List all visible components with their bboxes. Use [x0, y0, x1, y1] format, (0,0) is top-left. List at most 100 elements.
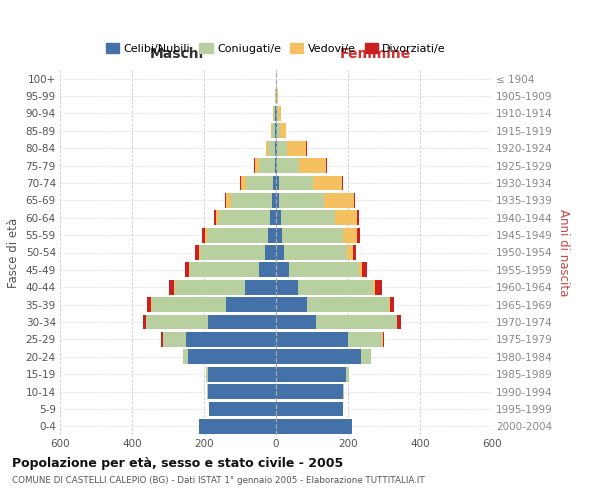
Bar [279, 193, 324, 208]
Bar [268, 141, 275, 156]
Bar [276, 298, 307, 312]
Bar [259, 262, 276, 278]
Legend: Celibi/Nubili, Coniugati/e, Vedovi/e, Divorziati/e: Celibi/Nubili, Coniugati/e, Vedovi/e, Di… [101, 39, 451, 58]
Bar [175, 280, 245, 294]
Bar [196, 245, 199, 260]
Bar [326, 158, 327, 173]
Bar [269, 210, 276, 225]
Bar [273, 106, 274, 121]
Bar [276, 176, 278, 190]
Bar [205, 228, 207, 242]
Bar [272, 124, 275, 138]
Bar [276, 367, 346, 382]
Bar [199, 419, 276, 434]
Bar [208, 314, 276, 330]
Bar [397, 314, 401, 330]
Y-axis label: Anni di nascita: Anni di nascita [557, 209, 569, 296]
Bar [208, 367, 276, 382]
Bar [383, 332, 384, 347]
Bar [275, 106, 276, 121]
Text: Popolazione per età, sesso e stato civile - 2005: Popolazione per età, sesso e stato civil… [12, 458, 343, 470]
Bar [214, 210, 215, 225]
Bar [287, 141, 306, 156]
Bar [226, 193, 232, 208]
Bar [316, 314, 397, 330]
Bar [274, 106, 275, 121]
Bar [184, 350, 188, 364]
Bar [299, 158, 326, 173]
Bar [343, 228, 356, 242]
Bar [276, 280, 298, 294]
Bar [356, 228, 359, 242]
Bar [226, 298, 276, 312]
Bar [276, 402, 343, 416]
Bar [280, 124, 286, 138]
Bar [273, 176, 276, 190]
Bar [284, 245, 347, 260]
Bar [152, 298, 226, 312]
Bar [277, 106, 278, 121]
Bar [277, 141, 287, 156]
Bar [361, 350, 371, 364]
Bar [281, 210, 335, 225]
Bar [276, 314, 316, 330]
Bar [275, 158, 276, 173]
Bar [277, 88, 278, 104]
Bar [254, 158, 255, 173]
Bar [335, 210, 358, 225]
Bar [354, 193, 355, 208]
Bar [245, 280, 276, 294]
Bar [278, 106, 281, 121]
Bar [306, 141, 307, 156]
Bar [276, 350, 361, 364]
Bar [289, 262, 359, 278]
Y-axis label: Fasce di età: Fasce di età [7, 218, 20, 288]
Bar [282, 228, 343, 242]
Bar [200, 245, 265, 260]
Bar [276, 245, 284, 260]
Bar [272, 193, 276, 208]
Bar [374, 280, 382, 294]
Bar [209, 402, 276, 416]
Bar [169, 280, 175, 294]
Text: COMUNE DI CASTELLI CALEPIO (BG) - Dati ISTAT 1° gennaio 2005 - Elaborazione TUTT: COMUNE DI CASTELLI CALEPIO (BG) - Dati I… [12, 476, 425, 485]
Bar [202, 228, 205, 242]
Bar [373, 280, 374, 294]
Bar [186, 332, 276, 347]
Bar [265, 245, 276, 260]
Bar [276, 124, 277, 138]
Bar [215, 210, 219, 225]
Bar [362, 262, 367, 278]
Bar [277, 158, 299, 173]
Bar [208, 384, 276, 399]
Text: Maschi: Maschi [149, 47, 204, 61]
Bar [275, 141, 276, 156]
Bar [189, 262, 190, 278]
Bar [241, 176, 246, 190]
Bar [151, 298, 152, 312]
Bar [324, 193, 354, 208]
Bar [342, 176, 343, 190]
Bar [389, 298, 391, 312]
Bar [268, 228, 276, 242]
Bar [277, 124, 280, 138]
Bar [276, 262, 289, 278]
Bar [188, 350, 276, 364]
Bar [146, 314, 208, 330]
Bar [391, 298, 394, 312]
Bar [266, 141, 268, 156]
Bar [259, 158, 275, 173]
Bar [255, 158, 259, 173]
Bar [275, 124, 276, 138]
Bar [207, 384, 208, 399]
Bar [199, 245, 200, 260]
Bar [359, 262, 362, 278]
Bar [343, 384, 344, 399]
Bar [353, 245, 356, 260]
Text: Femmine: Femmine [340, 47, 411, 61]
Bar [347, 245, 353, 260]
Bar [147, 298, 151, 312]
Bar [276, 419, 352, 434]
Bar [358, 210, 359, 225]
Bar [313, 176, 342, 190]
